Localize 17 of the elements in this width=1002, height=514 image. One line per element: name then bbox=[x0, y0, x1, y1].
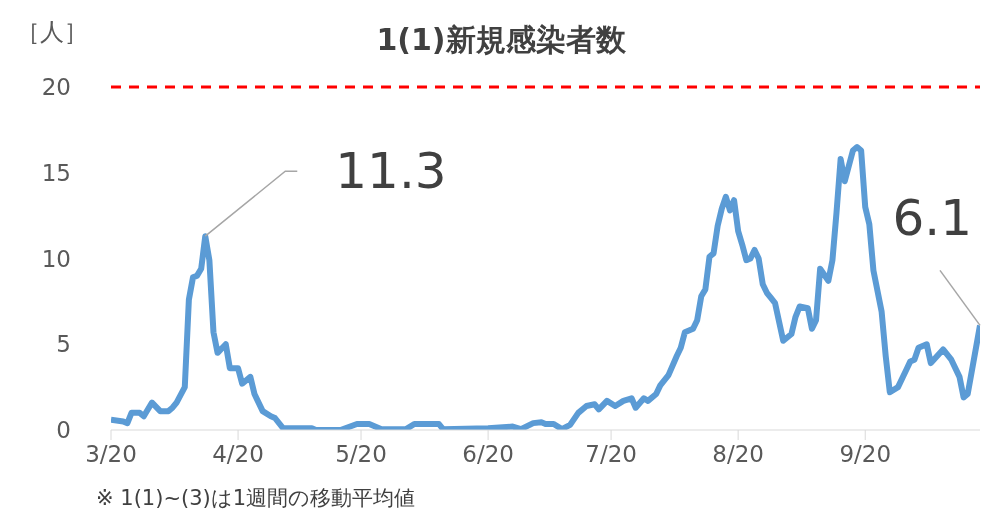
y-tick-label: 0 bbox=[56, 417, 71, 444]
y-tick-label: 20 bbox=[41, 74, 71, 101]
x-tick-label: 6/20 bbox=[462, 441, 514, 468]
y-tick-label: 15 bbox=[41, 159, 71, 186]
y-axis-title: ［人］ bbox=[16, 17, 88, 48]
x-tick-label: 7/20 bbox=[585, 441, 637, 468]
x-tick-label: 4/20 bbox=[212, 441, 264, 468]
x-tick-label: 3/20 bbox=[85, 441, 137, 468]
text: ※ 1(1)~(3)は1週間の移動平均値 bbox=[96, 485, 416, 512]
x-tick-label: 8/20 bbox=[712, 441, 764, 468]
x-tick-label: 5/20 bbox=[335, 441, 387, 468]
annotation: 6.1 bbox=[892, 189, 972, 248]
chart-title: 1(1)新規感染者数 bbox=[376, 22, 626, 57]
y-tick-label: 10 bbox=[41, 245, 71, 272]
annotation: 11.3 bbox=[335, 142, 447, 201]
x-tick-label: 9/20 bbox=[839, 441, 892, 468]
y-tick-label: 5 bbox=[56, 331, 71, 358]
